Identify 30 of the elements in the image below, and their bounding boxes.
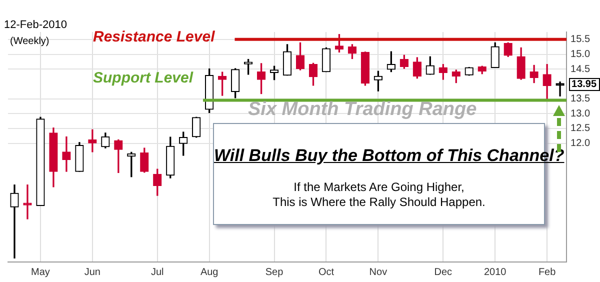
x-tick-label: May [31,266,50,278]
annotation: Six Month Trading Range [248,98,477,121]
x-tick-label: Jul [150,266,164,278]
x-tick-label: Sep [265,266,284,278]
x-tick-label: Oct [318,266,334,278]
annotation: (Weekly) [10,36,50,47]
x-tick-label: Dec [434,266,452,278]
x-tick-label: Jun [84,266,100,278]
annotation: If the Markets Are Going Higher, [294,180,464,194]
chart-subtitle: 12-Feb-2010 [4,19,67,31]
y-tick-label: 15.5 [570,34,590,46]
annotation: Will Bulls Buy the Bottom of This Channel? [214,146,564,166]
x-tick-label: Feb [538,266,556,278]
annotation: 13.95 [568,78,600,92]
candlestick [10,184,19,258]
annotation: This is Where the Rally Should Happen. [272,195,486,209]
y-tick-label: 12.5 [570,123,590,134]
x-tick-label: 2010 [484,266,507,278]
candlestick [23,184,32,220]
y-tick-label: 13.5 [570,94,590,105]
ref-line-label: Resistance Level [93,28,216,46]
y-tick-label: 13.0 [570,108,590,120]
y-tick-label: 12.0 [570,138,590,150]
ref-line-label: Support Level [93,69,194,86]
candlestick [62,136,71,172]
y-tick-label: 15.0 [570,49,590,60]
x-tick-label: Aug [200,266,218,278]
y-tick-label: 14.5 [570,64,590,75]
x-tick-label: Nov [369,266,388,278]
candlestick [88,129,97,152]
